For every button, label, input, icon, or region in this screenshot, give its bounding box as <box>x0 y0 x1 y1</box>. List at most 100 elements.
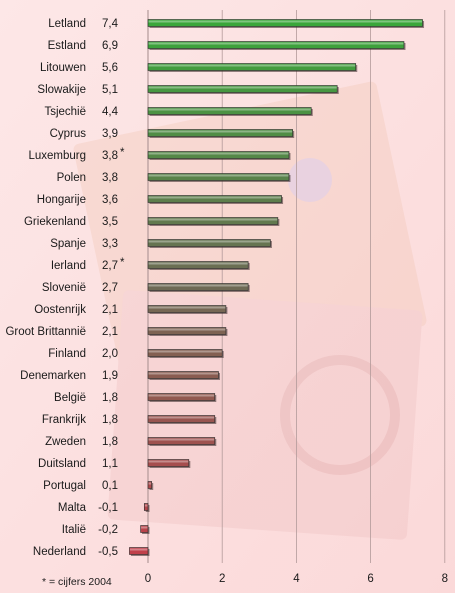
value-label: 0,1 <box>102 480 118 492</box>
bar <box>147 283 249 291</box>
bar <box>147 349 223 357</box>
bar-highlight <box>148 328 226 331</box>
category-label: Estland <box>48 40 86 52</box>
bar <box>147 481 153 489</box>
asterisk-mark: * <box>120 257 125 269</box>
bar-highlight <box>148 482 152 485</box>
bar <box>147 393 216 401</box>
category-label: Cyprus <box>50 128 87 140</box>
bar-highlight <box>148 306 226 309</box>
value-label: 1,8 <box>102 392 118 404</box>
bar <box>129 547 149 555</box>
bar-highlight <box>148 460 189 463</box>
value-label: 2,7 <box>102 260 118 272</box>
value-label: 2,7 <box>102 282 118 294</box>
category-label: Tsjechië <box>44 106 86 118</box>
footnote: * = cijfers 2004 <box>42 576 112 588</box>
category-label: Nederland <box>33 546 86 558</box>
category-label: Litouwen <box>40 62 86 74</box>
x-tick-label: 2 <box>219 573 225 585</box>
bar-highlight <box>148 262 248 265</box>
bar-highlight <box>148 416 215 419</box>
bar-highlight <box>148 20 423 23</box>
value-label: 3,8 <box>102 150 118 162</box>
x-tick-label: 4 <box>293 573 300 585</box>
bar <box>140 525 149 533</box>
bar-highlight <box>148 42 404 45</box>
value-label: 2,0 <box>102 348 118 360</box>
category-label: Slowakije <box>37 84 86 96</box>
bar <box>147 85 338 93</box>
x-tick-label: 0 <box>145 573 151 585</box>
category-label: Duitsland <box>38 458 86 470</box>
bar <box>147 437 216 445</box>
value-label: -0,5 <box>98 546 118 558</box>
category-label: Griekenland <box>24 216 86 228</box>
category-label: Groot Brittannië <box>5 326 86 338</box>
bar <box>147 305 227 313</box>
bar-highlight <box>148 130 293 133</box>
category-label: Slovenië <box>42 282 86 294</box>
category-label: Spanje <box>50 238 86 250</box>
value-label: 1,8 <box>102 436 118 448</box>
category-label: Denemarken <box>20 370 86 382</box>
bar-highlight <box>148 174 289 177</box>
bar-highlight <box>148 438 215 441</box>
bar <box>147 239 271 247</box>
category-label: Polen <box>57 172 86 184</box>
value-label: 5,1 <box>102 84 118 96</box>
bar <box>147 151 290 159</box>
value-label: 7,4 <box>102 18 119 30</box>
value-label: 2,1 <box>102 304 118 316</box>
bar-highlight <box>129 548 148 551</box>
bar-highlight <box>141 526 148 529</box>
bar-highlight <box>148 284 248 287</box>
category-label: Malta <box>58 502 87 514</box>
bar <box>147 173 290 181</box>
category-label: Frankrijk <box>42 414 86 426</box>
category-label: Luxemburg <box>28 150 86 162</box>
value-label: 3,3 <box>102 238 118 250</box>
bar-highlight <box>148 152 289 155</box>
value-label: 4,4 <box>102 106 119 118</box>
category-label: Italië <box>62 524 86 536</box>
value-label: 1,1 <box>102 458 118 470</box>
bar-highlight <box>148 350 222 353</box>
bar <box>147 371 219 379</box>
x-tick-label: 6 <box>367 573 373 585</box>
category-label: Ierland <box>51 260 86 272</box>
bar <box>147 261 249 269</box>
category-label: Letland <box>48 18 86 30</box>
category-label: Zweden <box>45 436 86 448</box>
value-label: 3,8 <box>102 172 118 184</box>
bar <box>147 327 227 335</box>
bar <box>147 107 312 115</box>
bar-highlight <box>148 240 270 243</box>
category-label: Portugal <box>43 480 86 492</box>
bar-highlight <box>148 372 218 375</box>
bar-highlight <box>148 218 278 221</box>
value-label: 5,6 <box>102 62 118 74</box>
category-label: Finland <box>48 348 86 360</box>
bar-highlight <box>148 108 311 111</box>
value-label: 6,9 <box>102 40 118 52</box>
bar-highlight <box>148 196 282 199</box>
category-label: Hongarije <box>37 194 86 206</box>
value-label: 2,1 <box>102 326 118 338</box>
value-label: 3,5 <box>102 216 118 228</box>
bar <box>147 129 293 137</box>
asterisk-mark: * <box>120 147 125 159</box>
value-label: 3,9 <box>102 128 118 140</box>
bar <box>147 19 423 27</box>
bar-highlight <box>148 394 215 397</box>
bar <box>147 63 357 71</box>
bar <box>147 217 279 225</box>
value-label: 1,9 <box>102 370 118 382</box>
banknote-watermark <box>73 81 427 540</box>
value-label: -0,1 <box>98 502 118 514</box>
value-label: 1,8 <box>102 414 118 426</box>
category-label: België <box>54 392 86 404</box>
